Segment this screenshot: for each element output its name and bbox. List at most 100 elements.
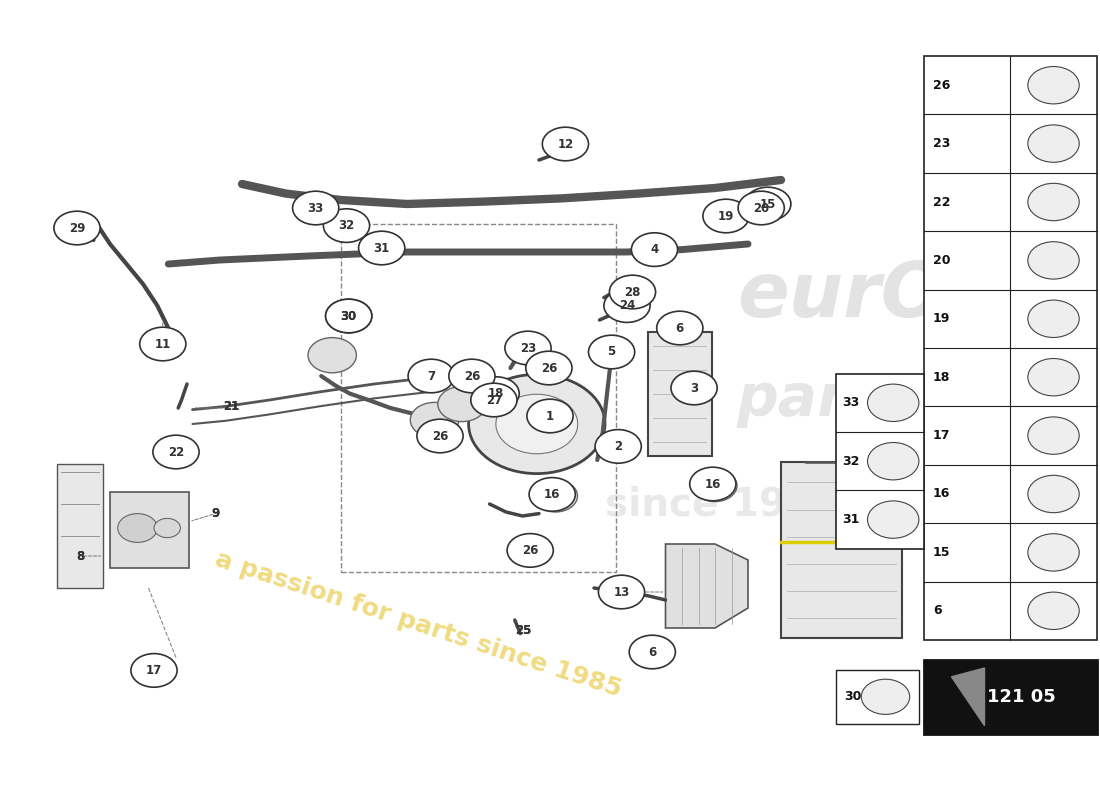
Circle shape: [598, 575, 645, 609]
Text: 20: 20: [933, 254, 950, 267]
Text: 11: 11: [155, 338, 170, 350]
Circle shape: [449, 359, 495, 393]
Text: 6: 6: [675, 322, 684, 334]
Text: 19: 19: [718, 210, 734, 222]
Text: 5: 5: [607, 346, 616, 358]
Text: 26: 26: [541, 362, 557, 374]
Circle shape: [505, 331, 551, 365]
Text: 19: 19: [933, 312, 950, 326]
Circle shape: [703, 199, 749, 233]
Circle shape: [1027, 475, 1079, 513]
Text: 16: 16: [705, 478, 720, 490]
Text: 32: 32: [843, 454, 860, 468]
Circle shape: [1027, 66, 1079, 104]
Circle shape: [469, 374, 605, 474]
Text: 15: 15: [760, 198, 775, 210]
Text: 25: 25: [516, 624, 531, 637]
Text: 8: 8: [76, 550, 85, 562]
Circle shape: [118, 514, 157, 542]
Text: 7: 7: [427, 370, 436, 382]
Circle shape: [323, 209, 370, 242]
Text: 8: 8: [76, 550, 85, 562]
Circle shape: [471, 383, 517, 417]
Circle shape: [438, 386, 486, 422]
Circle shape: [496, 394, 578, 454]
Circle shape: [631, 233, 678, 266]
Circle shape: [671, 371, 717, 405]
Circle shape: [140, 327, 186, 361]
Circle shape: [609, 275, 656, 309]
Circle shape: [417, 419, 463, 453]
Text: 22: 22: [168, 446, 184, 458]
Text: 26: 26: [522, 544, 538, 557]
Ellipse shape: [521, 352, 563, 368]
Circle shape: [690, 467, 736, 501]
Text: 29: 29: [69, 222, 85, 234]
Bar: [781, 462, 902, 638]
Text: 18: 18: [933, 370, 950, 384]
Text: 4: 4: [650, 243, 659, 256]
Circle shape: [1027, 534, 1079, 571]
Circle shape: [529, 478, 575, 511]
Text: 26: 26: [432, 430, 448, 442]
Bar: [924, 56, 1097, 640]
Text: 22: 22: [933, 195, 950, 209]
Text: 31: 31: [374, 242, 389, 254]
Circle shape: [473, 378, 517, 410]
Circle shape: [861, 679, 910, 714]
Text: 15: 15: [933, 546, 950, 559]
Circle shape: [326, 299, 372, 333]
Circle shape: [527, 399, 573, 433]
Circle shape: [1027, 125, 1079, 162]
Circle shape: [507, 534, 553, 567]
Text: 25: 25: [516, 624, 531, 637]
Circle shape: [629, 635, 675, 669]
Circle shape: [1027, 242, 1079, 279]
Circle shape: [1027, 592, 1079, 630]
Text: 30: 30: [341, 310, 356, 322]
Text: 16: 16: [933, 487, 950, 501]
Text: 6: 6: [933, 604, 942, 618]
Text: 27: 27: [486, 394, 502, 406]
Circle shape: [864, 509, 910, 542]
Circle shape: [534, 480, 578, 512]
Text: 13: 13: [614, 586, 629, 598]
Text: 6: 6: [648, 646, 657, 658]
Text: 12: 12: [558, 138, 573, 150]
Circle shape: [408, 359, 454, 393]
Text: 17: 17: [146, 664, 162, 677]
Bar: [57, 464, 103, 588]
Circle shape: [473, 377, 519, 410]
Text: 30: 30: [844, 690, 861, 703]
Text: 33: 33: [843, 396, 860, 410]
Circle shape: [308, 338, 356, 373]
Text: 28: 28: [625, 286, 640, 298]
Circle shape: [1027, 417, 1079, 454]
Circle shape: [131, 654, 177, 687]
Circle shape: [153, 435, 199, 469]
Circle shape: [595, 430, 641, 463]
Text: 24: 24: [619, 299, 635, 312]
Circle shape: [745, 187, 791, 221]
Circle shape: [526, 351, 572, 385]
Circle shape: [868, 384, 918, 422]
Circle shape: [657, 311, 703, 345]
Circle shape: [1027, 300, 1079, 338]
Text: 30: 30: [341, 310, 356, 322]
Bar: [836, 670, 918, 724]
Circle shape: [54, 211, 100, 245]
Bar: [341, 224, 616, 572]
Text: 17: 17: [933, 429, 950, 442]
Circle shape: [738, 191, 784, 225]
Text: since 1985: since 1985: [605, 485, 840, 523]
Circle shape: [868, 442, 918, 480]
Text: 31: 31: [843, 513, 860, 526]
Text: a passion for parts since 1985: a passion for parts since 1985: [211, 546, 625, 702]
Text: 26: 26: [464, 370, 480, 382]
Text: 3: 3: [690, 382, 698, 394]
FancyBboxPatch shape: [924, 660, 1097, 734]
Text: 9: 9: [211, 507, 220, 520]
Text: 21: 21: [223, 400, 239, 413]
Circle shape: [1027, 183, 1079, 221]
Text: 2: 2: [614, 440, 623, 453]
